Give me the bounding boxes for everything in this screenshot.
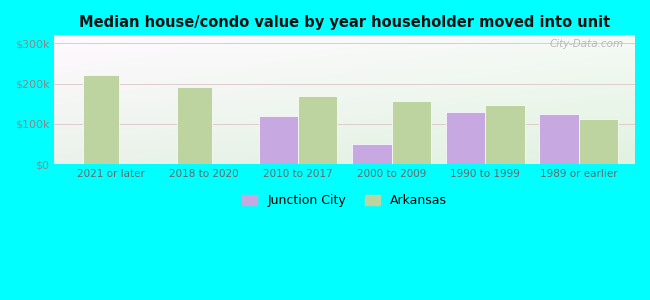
Bar (83, 75, 118, 164)
Bar (446, 112, 485, 164)
Title: Median house/condo value by year householder moved into unit: Median house/condo value by year househo… (79, 15, 610, 30)
Bar (540, 114, 578, 164)
Bar (391, 101, 431, 164)
Bar (352, 144, 391, 164)
Bar (578, 119, 618, 164)
Legend: Junction City, Arkansas: Junction City, Arkansas (237, 189, 452, 212)
Bar (259, 116, 298, 164)
Bar (177, 87, 212, 164)
Text: City-Data.com: City-Data.com (549, 39, 623, 49)
Bar (485, 105, 525, 164)
Bar (298, 96, 337, 164)
